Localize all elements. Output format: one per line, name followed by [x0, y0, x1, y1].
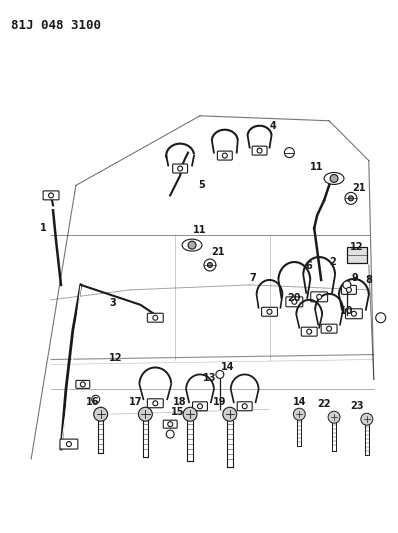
Text: 19: 19: [213, 397, 226, 407]
Text: 10: 10: [340, 306, 354, 316]
Text: 9: 9: [351, 273, 358, 283]
FancyBboxPatch shape: [163, 420, 177, 428]
Circle shape: [330, 174, 338, 182]
FancyBboxPatch shape: [311, 292, 328, 302]
FancyBboxPatch shape: [321, 324, 337, 333]
Circle shape: [292, 300, 297, 304]
Circle shape: [293, 408, 305, 420]
FancyBboxPatch shape: [147, 313, 163, 322]
Circle shape: [153, 315, 158, 320]
Circle shape: [139, 407, 152, 421]
FancyBboxPatch shape: [60, 439, 78, 449]
FancyBboxPatch shape: [301, 327, 317, 336]
Text: 17: 17: [129, 397, 142, 407]
Circle shape: [153, 401, 158, 406]
Text: 21: 21: [352, 183, 366, 193]
Circle shape: [327, 326, 332, 331]
Text: 12: 12: [350, 242, 364, 252]
FancyBboxPatch shape: [345, 309, 362, 319]
Circle shape: [347, 287, 351, 293]
FancyBboxPatch shape: [217, 151, 232, 160]
Circle shape: [94, 407, 107, 421]
Circle shape: [197, 404, 203, 409]
Circle shape: [328, 411, 340, 423]
Circle shape: [168, 422, 173, 426]
Text: 13: 13: [203, 374, 217, 383]
Text: 23: 23: [350, 401, 364, 411]
FancyBboxPatch shape: [147, 399, 163, 408]
Circle shape: [66, 441, 71, 447]
FancyBboxPatch shape: [193, 402, 207, 411]
Text: 4: 4: [270, 121, 277, 131]
Circle shape: [207, 263, 213, 268]
Circle shape: [183, 407, 197, 421]
Circle shape: [188, 241, 196, 249]
Circle shape: [242, 404, 247, 409]
Text: 7: 7: [249, 273, 256, 283]
Circle shape: [285, 148, 295, 158]
Circle shape: [222, 153, 227, 158]
FancyBboxPatch shape: [341, 285, 356, 294]
Text: 6: 6: [306, 261, 312, 271]
Circle shape: [351, 311, 356, 316]
Bar: [347, 247, 367, 263]
Text: 20: 20: [288, 293, 301, 303]
Circle shape: [204, 259, 216, 271]
Circle shape: [349, 196, 353, 201]
Text: 12: 12: [109, 352, 122, 362]
Text: 3: 3: [109, 298, 116, 308]
Text: 2: 2: [330, 257, 336, 267]
Circle shape: [49, 193, 53, 198]
Text: 15: 15: [172, 407, 185, 417]
Circle shape: [317, 294, 322, 300]
Text: 1: 1: [40, 223, 47, 233]
Circle shape: [376, 313, 386, 322]
Text: 8: 8: [365, 275, 372, 285]
Circle shape: [80, 382, 85, 387]
Circle shape: [92, 395, 100, 403]
Circle shape: [178, 166, 183, 171]
FancyBboxPatch shape: [43, 191, 59, 200]
Text: 14: 14: [221, 362, 234, 373]
Circle shape: [166, 430, 174, 438]
Text: 16: 16: [86, 397, 100, 407]
Text: 21: 21: [211, 247, 224, 257]
Text: 14: 14: [293, 397, 306, 407]
Circle shape: [257, 148, 262, 153]
Text: 18: 18: [173, 397, 187, 407]
Text: 22: 22: [317, 399, 331, 409]
Text: 11: 11: [310, 161, 324, 172]
Circle shape: [343, 281, 351, 289]
FancyBboxPatch shape: [286, 297, 303, 307]
Text: 81J 048 3100: 81J 048 3100: [11, 19, 101, 33]
FancyBboxPatch shape: [252, 146, 267, 155]
Circle shape: [223, 407, 237, 421]
Circle shape: [267, 309, 272, 314]
Text: 5: 5: [199, 181, 205, 190]
Circle shape: [361, 413, 373, 425]
FancyBboxPatch shape: [237, 402, 252, 411]
Ellipse shape: [324, 173, 344, 184]
Circle shape: [345, 192, 357, 204]
FancyBboxPatch shape: [173, 164, 187, 173]
Circle shape: [216, 370, 224, 378]
Circle shape: [307, 329, 312, 334]
Text: 11: 11: [193, 225, 207, 235]
FancyBboxPatch shape: [76, 381, 90, 389]
Ellipse shape: [182, 239, 202, 251]
FancyBboxPatch shape: [261, 308, 277, 316]
